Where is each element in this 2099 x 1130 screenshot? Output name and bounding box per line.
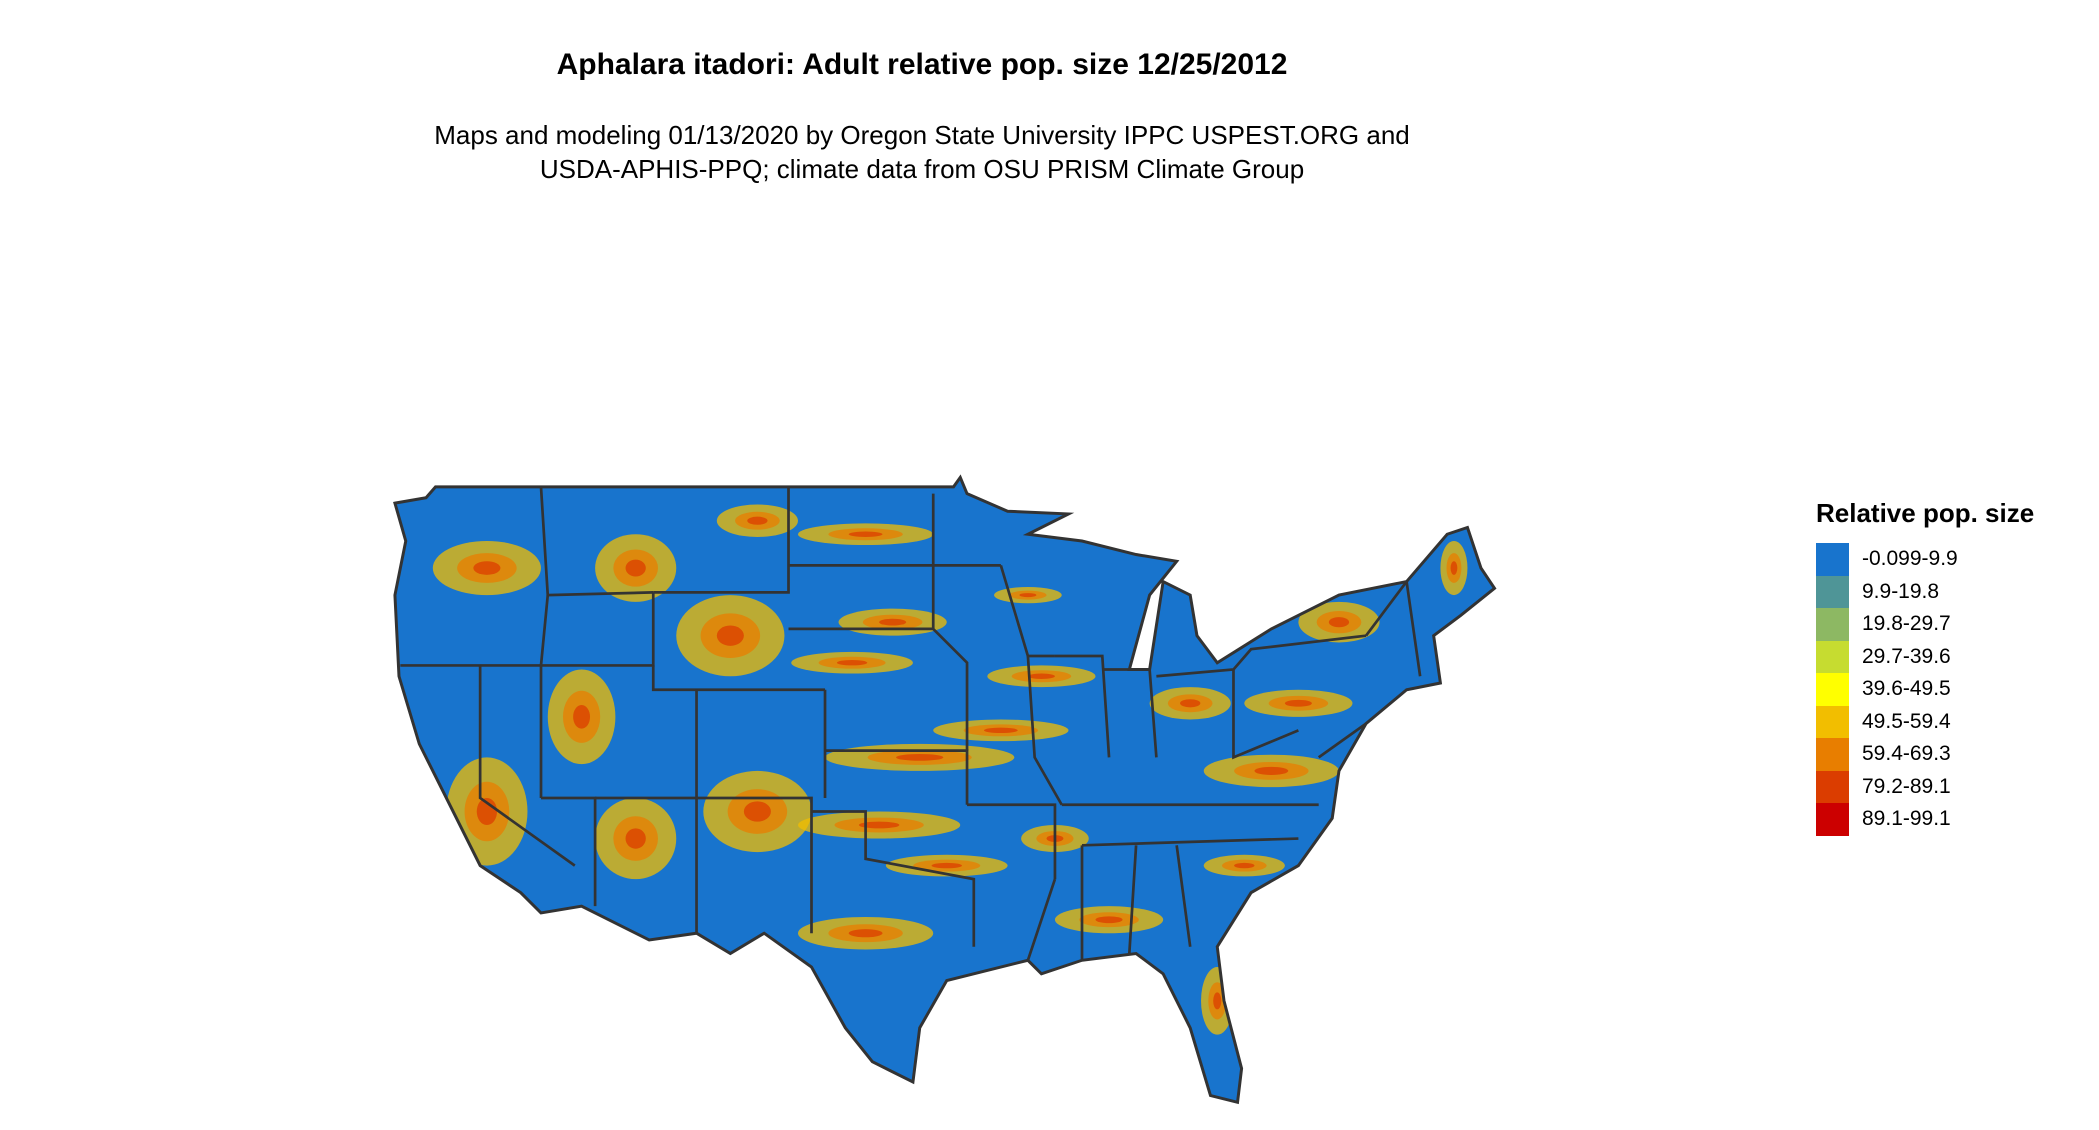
hotspot — [476, 797, 498, 826]
hotspot — [743, 801, 771, 822]
state-border — [967, 803, 1057, 880]
legend-swatch — [1816, 738, 1849, 771]
hotspot — [836, 660, 868, 666]
state-border — [1175, 845, 1192, 947]
us-land-area — [394, 477, 1495, 1103]
state-border — [1232, 669, 1299, 760]
hotspot — [858, 821, 900, 829]
national-border — [393, 474, 1497, 1105]
legend-swatch — [1816, 705, 1849, 738]
hotspot — [573, 704, 591, 729]
state-border — [1127, 845, 1138, 954]
state-border — [653, 486, 790, 594]
legend-swatch — [1816, 640, 1849, 673]
hotspot — [896, 754, 944, 761]
legend-item: 79.2-89.1 — [1816, 770, 2034, 803]
legend: Relative pop. size -0.099-9.9 9.9-19.8 19.… — [1816, 498, 2034, 836]
hotspot — [1450, 561, 1458, 575]
hotspot — [879, 618, 907, 626]
hotspot — [1213, 992, 1222, 1010]
hotspot — [1284, 699, 1312, 707]
legend-item: 9.9-19.8 — [1816, 575, 2034, 608]
hotspot — [747, 516, 768, 525]
state-border — [1156, 634, 1367, 678]
legend-item: 59.4-69.3 — [1816, 738, 2034, 771]
state-border — [1026, 655, 1063, 806]
hotspot — [1254, 766, 1289, 775]
legend-label: 9.9-19.8 — [1862, 579, 1940, 603]
legend-item: 89.1-99.1 — [1816, 803, 2034, 836]
legend-title: Relative pop. size — [1816, 498, 2035, 528]
legend-item: 49.5-59.4 — [1816, 705, 2034, 738]
subtitle-line-1: Maps and modeling 01/13/2020 by Oregon S… — [434, 120, 1410, 150]
legend-swatch — [1816, 673, 1849, 706]
subtitle-line-2: USDA-APHIS-PPQ; climate data from OSU PR… — [539, 154, 1305, 184]
state-border — [1081, 837, 1299, 847]
state-border — [1317, 722, 1367, 759]
state-border — [695, 689, 813, 934]
hotspot — [625, 559, 646, 577]
hotspot — [848, 929, 883, 938]
hotspot — [1027, 673, 1055, 679]
legend-label: 39.6-49.5 — [1862, 677, 1951, 701]
legend-label: 49.5-59.4 — [1862, 709, 1951, 733]
legend-label: 19.8-29.7 — [1862, 612, 1951, 636]
legend-label: 79.2-89.1 — [1862, 774, 1951, 798]
hotspot — [1328, 617, 1350, 628]
state-border — [539, 594, 550, 666]
legend-label: 59.4-69.3 — [1862, 742, 1951, 766]
state-border — [539, 486, 654, 597]
state-border — [1054, 654, 1111, 758]
legend-swatch — [1816, 803, 1849, 836]
state-border — [1405, 581, 1422, 677]
legend-swatch — [1816, 770, 1849, 803]
legend-label: -0.099-9.9 — [1862, 547, 1958, 571]
hotspot — [1095, 916, 1123, 924]
state-border — [811, 810, 976, 947]
hotspot — [716, 625, 744, 646]
legend-label: 89.1-99.1 — [1862, 807, 1951, 831]
legend-item: 19.8-29.7 — [1816, 608, 2034, 641]
legend-item: -0.099-9.9 — [1816, 543, 2034, 576]
legend-label: 29.7-39.6 — [1862, 644, 1951, 668]
hotspot — [625, 828, 646, 849]
legend-item: 39.6-49.5 — [1816, 673, 2034, 706]
hotspot — [931, 862, 962, 869]
map-title: Aphalara itadori: Adult relative pop. si… — [556, 48, 1288, 81]
state-border — [931, 493, 969, 751]
hotspot — [473, 561, 501, 575]
state-border — [1026, 878, 1057, 961]
hotspot — [1180, 699, 1201, 708]
hotspot — [1234, 862, 1255, 869]
legend-swatch — [1816, 543, 1849, 576]
legend-item: 29.7-39.6 — [1816, 640, 2034, 673]
state-border — [651, 665, 826, 692]
hotspot — [1019, 593, 1037, 598]
legend-swatch — [1816, 608, 1849, 641]
state-border — [478, 665, 576, 867]
hotspot — [983, 727, 1018, 734]
state-borders — [400, 486, 1422, 961]
state-border — [1364, 580, 1408, 637]
legend-swatch — [1816, 575, 1849, 608]
population-hotspots — [432, 504, 1468, 1035]
map-subtitle: Maps and modeling 01/13/2020 by Oregon S… — [0, 118, 1844, 186]
hotspot — [848, 531, 883, 537]
